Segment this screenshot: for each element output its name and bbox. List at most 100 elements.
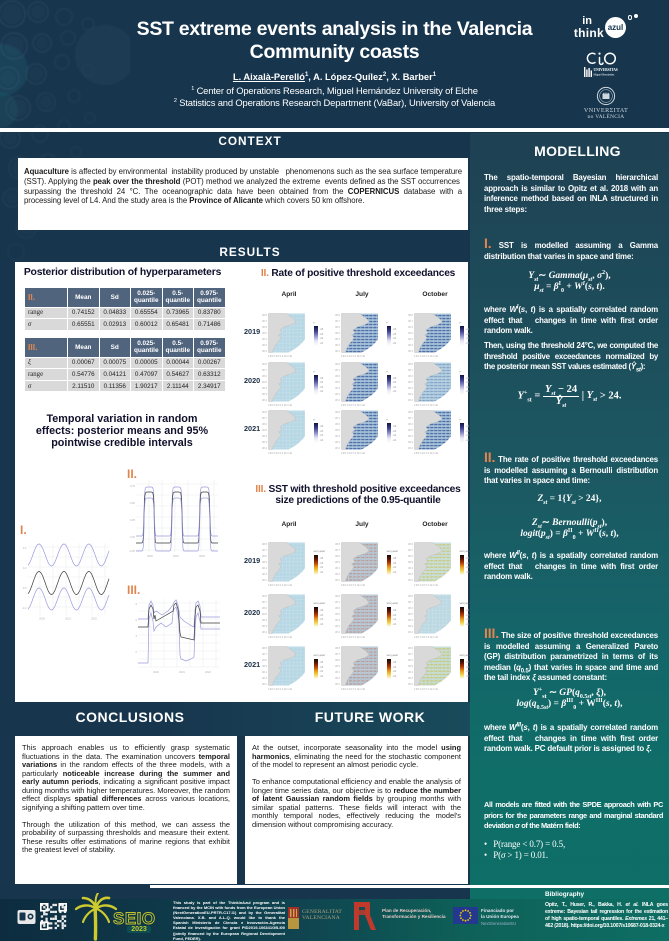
svg-text:38.4: 38.4: [408, 386, 414, 390]
svg-text:38.3: 38.3: [335, 343, 341, 347]
svg-text:38.8: 38.8: [408, 542, 414, 546]
svg-text:0.75: 0.75: [130, 484, 136, 488]
svg-text:38.8: 38.8: [408, 594, 414, 598]
svg-text:0.25: 0.25: [130, 518, 136, 522]
svg-text:38.7: 38.7: [335, 600, 341, 604]
svg-text:38.6: 38.6: [262, 325, 268, 329]
svg-text:38.4: 38.4: [335, 337, 341, 341]
svg-text:38.4: 38.4: [262, 670, 268, 674]
svg-text:38.7: 38.7: [408, 652, 414, 656]
svg-text:38.2: 38.2: [335, 398, 341, 402]
svg-text:0.8W 0.4W 0 0.2E 0.4E: 0.8W 0.4W 0 0.2E 0.4E: [414, 637, 438, 639]
svg-text:38.5: 38.5: [408, 664, 414, 668]
svg-text:38.6: 38.6: [408, 606, 414, 610]
svg-text:38.3: 38.3: [335, 392, 341, 396]
svg-text:0.8W 0.4W 0 0.2E 0.4E: 0.8W 0.4W 0 0.2E 0.4E: [341, 689, 365, 691]
svg-text:38.2: 38.2: [408, 349, 414, 353]
svg-text:38.2: 38.2: [408, 682, 414, 686]
svg-text:38.5: 38.5: [408, 428, 414, 432]
svg-text:38.3: 38.3: [335, 624, 341, 628]
svg-text:-0.2: -0.2: [22, 606, 27, 610]
svg-text:38.5: 38.5: [408, 612, 414, 616]
svg-text:38.5: 38.5: [262, 380, 268, 384]
svg-text:0.8W 0.4W 0 0.2E 0.4E: 0.8W 0.4W 0 0.2E 0.4E: [341, 637, 365, 639]
svg-text:38.5: 38.5: [262, 664, 268, 668]
svg-text:38.7: 38.7: [408, 416, 414, 420]
svg-text:38.3: 38.3: [335, 676, 341, 680]
svg-text:38.2: 38.2: [262, 578, 268, 582]
svg-text:38.7: 38.7: [335, 319, 341, 323]
svg-text:9: 9: [136, 602, 138, 606]
svg-text:38.3: 38.3: [408, 440, 414, 444]
svg-text:38.5: 38.5: [335, 612, 341, 616]
svg-text:38.2: 38.2: [262, 398, 268, 402]
svg-text:38.8: 38.8: [262, 362, 268, 366]
svg-text:38.2: 38.2: [408, 446, 414, 450]
svg-text:38.3: 38.3: [408, 676, 414, 680]
svg-text:0.2: 0.2: [23, 566, 27, 570]
svg-text:38.7: 38.7: [262, 548, 268, 552]
svg-text:38.7: 38.7: [335, 368, 341, 372]
svg-text:38.4: 38.4: [408, 434, 414, 438]
svg-text:38.7: 38.7: [262, 368, 268, 372]
svg-text:3: 3: [136, 634, 138, 638]
svg-text:38.7: 38.7: [408, 319, 414, 323]
svg-text:38.4: 38.4: [408, 566, 414, 570]
svg-text:2020: 2020: [153, 670, 159, 674]
svg-text:38.4: 38.4: [335, 670, 341, 674]
svg-text:38.8: 38.8: [262, 410, 268, 414]
svg-text:2022: 2022: [91, 617, 97, 621]
svg-text:38.3: 38.3: [408, 572, 414, 576]
svg-text:0.50: 0.50: [130, 501, 136, 505]
svg-text:38.2: 38.2: [408, 398, 414, 402]
svg-text:0.8W 0.4W 0 0.2E 0.4E: 0.8W 0.4W 0 0.2E 0.4E: [268, 405, 292, 407]
svg-text:2021: 2021: [173, 554, 179, 558]
svg-text:38.8: 38.8: [408, 410, 414, 414]
svg-text:38.5: 38.5: [262, 428, 268, 432]
svg-text:38.4: 38.4: [335, 618, 341, 622]
svg-text:38.3: 38.3: [335, 572, 341, 576]
svg-text:38.8: 38.8: [262, 594, 268, 598]
svg-text:2020: 2020: [39, 617, 45, 621]
svg-text:38.4: 38.4: [335, 434, 341, 438]
svg-text:0.8W 0.4W 0 0.2E 0.4E: 0.8W 0.4W 0 0.2E 0.4E: [268, 453, 292, 455]
svg-text:38.4: 38.4: [408, 618, 414, 622]
svg-text:38.7: 38.7: [262, 319, 268, 323]
svg-text:38.5: 38.5: [408, 380, 414, 384]
svg-text:2022: 2022: [199, 554, 205, 558]
svg-text:38.6: 38.6: [335, 325, 341, 329]
svg-text:38.4: 38.4: [262, 434, 268, 438]
svg-text:0.8W 0.4W 0 0.2E 0.4E: 0.8W 0.4W 0 0.2E 0.4E: [268, 585, 292, 587]
svg-text:38.7: 38.7: [262, 652, 268, 656]
svg-text:38.6: 38.6: [262, 422, 268, 426]
svg-text:38.7: 38.7: [335, 548, 341, 552]
svg-text:0.8W 0.4W 0 0.2E 0.4E: 0.8W 0.4W 0 0.2E 0.4E: [414, 689, 438, 691]
svg-text:38.5: 38.5: [262, 560, 268, 564]
svg-text:0.8W 0.4W 0 0.2E 0.4E: 0.8W 0.4W 0 0.2E 0.4E: [341, 453, 365, 455]
svg-text:38.2: 38.2: [262, 630, 268, 634]
svg-text:38.7: 38.7: [335, 416, 341, 420]
svg-text:38.2: 38.2: [335, 578, 341, 582]
svg-text:0.8W 0.4W 0 0.2E 0.4E: 0.8W 0.4W 0 0.2E 0.4E: [268, 689, 292, 691]
svg-text:0: 0: [136, 650, 138, 654]
svg-text:38.3: 38.3: [408, 624, 414, 628]
svg-text:38.6: 38.6: [262, 658, 268, 662]
svg-text:38.7: 38.7: [262, 600, 268, 604]
svg-text:38.8: 38.8: [262, 542, 268, 546]
svg-text:Miguel Hernández: Miguel Hernández: [594, 73, 616, 76]
svg-text:38.4: 38.4: [262, 618, 268, 622]
svg-text:0.8W 0.4W 0 0.2E 0.4E: 0.8W 0.4W 0 0.2E 0.4E: [268, 356, 292, 358]
svg-text:UNIVERSITAS: UNIVERSITAS: [594, 68, 618, 72]
svg-text:38.3: 38.3: [262, 440, 268, 444]
svg-text:38.5: 38.5: [335, 428, 341, 432]
svg-text:38.6: 38.6: [408, 554, 414, 558]
svg-text:38.7: 38.7: [335, 652, 341, 656]
svg-text:38.2: 38.2: [262, 349, 268, 353]
svg-text:38.2: 38.2: [262, 682, 268, 686]
svg-text:0.8W 0.4W 0 0.2E 0.4E: 0.8W 0.4W 0 0.2E 0.4E: [414, 453, 438, 455]
svg-text:38.8: 38.8: [335, 410, 341, 414]
svg-text:38.8: 38.8: [335, 646, 341, 650]
svg-text:38.6: 38.6: [262, 374, 268, 378]
svg-text:38.6: 38.6: [335, 606, 341, 610]
svg-text:38.5: 38.5: [262, 612, 268, 616]
